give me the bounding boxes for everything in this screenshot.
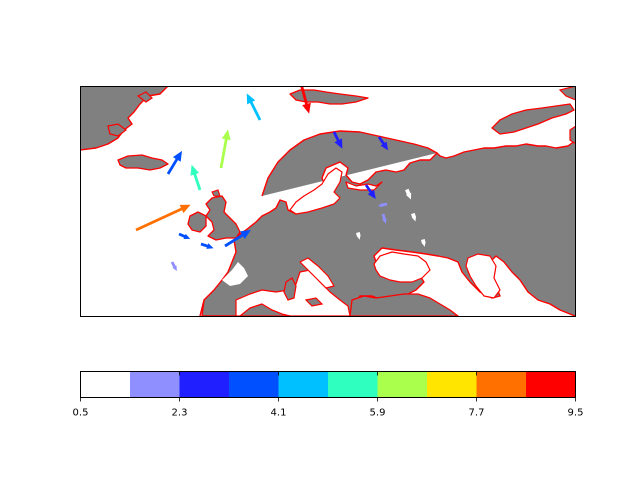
- map-frame: [80, 86, 576, 317]
- colorbar-bin: [130, 371, 180, 398]
- wind-arrows: [135, 76, 426, 272]
- wind-arrow: [377, 202, 388, 208]
- colorbar-bin: [526, 371, 576, 398]
- colorbar-ticks: 0.5 2.3 4.1 5.9 7.7 9.5: [73, 371, 584, 419]
- colorbar-frame: [80, 371, 576, 398]
- colorbar: 0.5 2.3 4.1 5.9 7.7 9.5: [73, 371, 584, 419]
- sea-bay-of-biscay: [222, 262, 248, 286]
- wind-arrow: [405, 188, 412, 200]
- colorbar-bin: [427, 371, 477, 398]
- sea-black: [373, 251, 431, 283]
- sea-baltic: [289, 167, 343, 215]
- colorbar-bin: [278, 371, 329, 398]
- wind-arrow: [166, 150, 182, 175]
- wind-arrow: [224, 229, 251, 248]
- land-greenland: [80, 86, 169, 151]
- sea-adriatic: [299, 257, 335, 289]
- colorbar-bin: [377, 371, 428, 398]
- wind-arrow: [300, 86, 311, 114]
- colorbar-tick-label: 0.5: [73, 408, 89, 419]
- map-area: [80, 76, 576, 317]
- wind-arrow: [170, 261, 177, 272]
- colorbar-bin: [328, 371, 378, 398]
- sea-caspian: [465, 253, 501, 299]
- wind-arrow: [346, 76, 351, 85]
- land-shetland: [211, 189, 221, 197]
- wind-arrow: [421, 239, 426, 247]
- colorbar-bin: [476, 371, 527, 398]
- land-sicily: [304, 297, 324, 307]
- colorbar-bin: [229, 371, 279, 398]
- wind-arrow: [178, 232, 191, 239]
- wind-arrow: [381, 213, 387, 224]
- wind-arrow: [332, 131, 343, 149]
- colorbar-tick-label: 5.9: [370, 408, 386, 419]
- colorbar-tick-label: 7.7: [469, 408, 485, 419]
- land-arctic-islet: [569, 125, 576, 145]
- land-svalbard: [289, 89, 369, 105]
- land-greenland-islet-2: [136, 91, 153, 103]
- wind-arrow: [200, 242, 214, 249]
- land-corsica-sardinia: [283, 277, 297, 301]
- land-ireland: [187, 211, 207, 233]
- wind-arrow: [411, 212, 417, 222]
- wind-arrow: [219, 129, 231, 169]
- colorbar-bin: [80, 371, 131, 398]
- wind-arrow: [190, 164, 202, 191]
- wind-arrow: [364, 184, 376, 199]
- land-greenland-islet: [107, 123, 127, 137]
- wind-arrow: [356, 232, 361, 240]
- sea-gulf-of-finland: [345, 181, 383, 191]
- land-arctic-coast: [558, 86, 576, 101]
- wind-arrow: [377, 136, 389, 151]
- colorbar-tick-label: 4.1: [271, 408, 287, 419]
- colorbar-bin: [179, 371, 230, 398]
- landmasses: [80, 86, 576, 317]
- colorbar-tick-label: 9.5: [568, 408, 584, 419]
- colorbar-bins: [80, 371, 576, 398]
- colorbar-tick-label: 2.3: [172, 408, 188, 419]
- wind-arrow: [135, 204, 191, 232]
- wind-arrow: [246, 93, 262, 121]
- land-novaya-zemlya: [491, 103, 575, 135]
- land-iceland: [117, 154, 169, 171]
